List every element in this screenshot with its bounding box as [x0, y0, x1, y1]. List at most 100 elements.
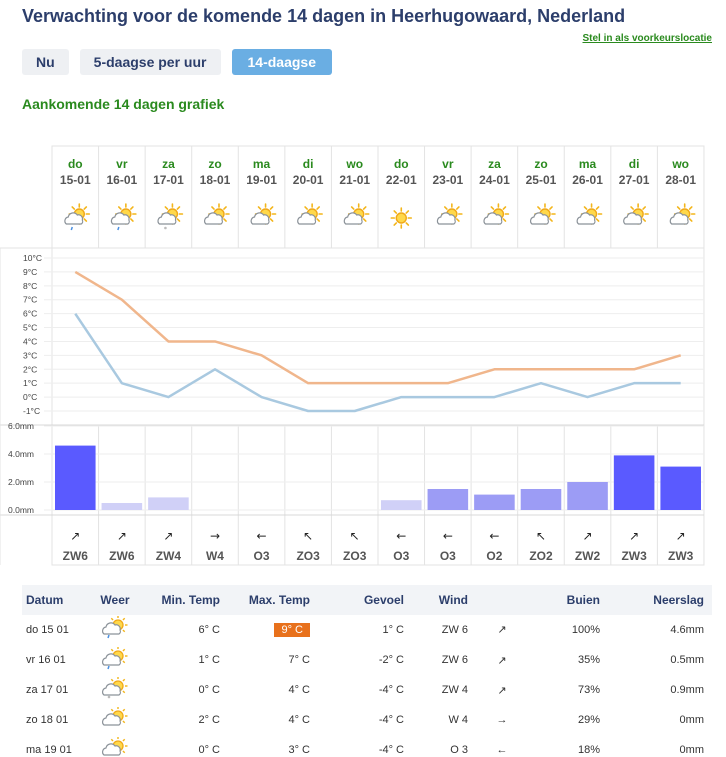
wind-arrow-icon: ↗ — [163, 529, 173, 543]
sun-cloud-icon — [204, 203, 230, 225]
temp-tick-label: 2°C — [23, 364, 37, 374]
wind-arrow-icon: ↗ — [476, 675, 528, 706]
sun-cloud-snow-icon — [157, 203, 184, 230]
forecast-table: Datum Weer Min. Temp Max. Temp Gevoel Wi… — [22, 585, 712, 757]
day-name-label: do — [68, 157, 83, 171]
wind-cell: W 4 — [412, 705, 476, 736]
precip-tick-label: 0.0mm — [8, 505, 34, 515]
col-wind-arrow — [476, 585, 528, 615]
min-temp-cell: 1° C — [144, 645, 228, 676]
date-label: 27-01 — [619, 173, 650, 187]
date-label: 25-01 — [526, 173, 557, 187]
temp-tick-label: 6°C — [23, 309, 37, 319]
sun-cloud-icon — [102, 706, 128, 726]
precipitation-cell: 0mm — [608, 735, 712, 757]
sun-cloud-rain-icon — [102, 615, 128, 639]
sun-cloud-rain-icon — [110, 203, 137, 231]
sun-cloud-icon — [343, 203, 370, 225]
set-preferred-location-link[interactable]: Stel in als voorkeurslocatie — [582, 33, 713, 44]
temp-tick-label: 5°C — [23, 323, 37, 333]
wind-direction-label: ZW6 — [63, 549, 89, 563]
date-label: 23-01 — [432, 173, 463, 187]
showers-cell: 18% — [528, 735, 608, 757]
forecast-tabs: Nu 5-daagse per uur 14-daagse — [22, 49, 343, 75]
precipitation-cell: 0.5mm — [608, 645, 712, 676]
max-temp-highlight: 9° C — [274, 622, 310, 637]
wind-arrow-icon: ↖ — [350, 529, 360, 543]
precipitation-cell: 4.6mm — [608, 615, 712, 646]
day-name-label: wo — [671, 157, 689, 171]
wind-cell: ZW 6 — [412, 645, 476, 676]
wind-direction-label: O3 — [440, 549, 456, 563]
temp-tick-label: 1°C — [23, 378, 37, 388]
wind-arrow-icon: ↖ — [536, 529, 546, 543]
col-feel: Gevoel — [318, 585, 412, 615]
precipitation-bar — [613, 455, 655, 510]
wind-cell: ZW 4 — [412, 675, 476, 706]
wind-direction-label: ZW6 — [109, 549, 135, 563]
precip-tick-label: 4.0mm — [8, 449, 34, 459]
precipitation-bar — [474, 494, 515, 510]
date-cell: zo 18 01 — [22, 705, 86, 736]
weather-icon-cell — [86, 615, 144, 646]
max-temp-line — [74, 270, 682, 385]
day-name-label: vr — [116, 157, 128, 171]
wind-cell: ZW 6 — [412, 615, 476, 646]
day-name-label: di — [303, 157, 314, 171]
precipitation-bar — [427, 489, 469, 510]
tab-now[interactable]: Nu — [22, 49, 69, 75]
precipitation-bar — [567, 482, 608, 510]
date-label: 15-01 — [60, 173, 91, 187]
sun-icon — [390, 207, 413, 229]
wind-direction-label: ZO3 — [296, 549, 320, 563]
day-name-label: wo — [345, 157, 363, 171]
wind-direction-label: O2 — [486, 549, 502, 563]
tab-14-day[interactable]: 14-daagse — [231, 49, 332, 75]
day-name-label: za — [488, 157, 501, 171]
min-temp-cell: 2° C — [144, 705, 228, 736]
day-name-label: di — [629, 157, 640, 171]
precipitation-bar — [660, 466, 701, 510]
wind-arrow-icon: → — [476, 705, 528, 736]
wind-direction-label: O3 — [393, 549, 409, 563]
wind-arrow-icon: ← — [476, 735, 528, 757]
tab-5-day-hourly[interactable]: 5-daagse per uur — [79, 49, 221, 75]
date-label: 21-01 — [339, 173, 370, 187]
wind-arrow-icon: ↗ — [583, 529, 593, 543]
feel-cell: -4° C — [318, 675, 412, 706]
page-title: Verwachting voor de komende 14 dagen in … — [22, 6, 626, 26]
sun-cloud-icon — [669, 203, 696, 225]
sun-cloud-icon — [623, 203, 649, 225]
sun-cloud-icon — [483, 203, 510, 225]
wind-arrow-icon: ↗ — [676, 529, 686, 543]
wind-direction-label: ZW3 — [621, 549, 647, 563]
sun-cloud-icon — [436, 203, 463, 225]
date-cell: do 15 01 — [22, 615, 86, 646]
date-cell: vr 16 01 — [22, 645, 86, 676]
min-temp-cell: 6° C — [144, 615, 228, 646]
showers-cell: 35% — [528, 645, 608, 676]
date-cell: ma 19 01 — [22, 735, 86, 757]
feel-cell: -4° C — [318, 705, 412, 736]
day-name-label: vr — [442, 157, 454, 171]
day-name-label: zo — [534, 157, 547, 171]
precipitation-bar — [380, 500, 422, 510]
wind-arrow-icon: ← — [489, 529, 499, 543]
wind-direction-label: ZW2 — [575, 549, 601, 563]
temp-tick-label: 8°C — [23, 281, 37, 291]
feel-cell: 1° C — [318, 615, 412, 646]
date-label: 16-01 — [107, 173, 138, 187]
date-cell: za 17 01 — [22, 675, 86, 706]
sun-cloud-snow-icon — [102, 676, 128, 698]
sun-cloud-rain-icon — [64, 203, 91, 231]
table-row: vr 16 01 1° C 7° C -2° C ZW 6 ↗ 35% 0.5mm — [22, 645, 712, 676]
sun-cloud-icon — [250, 203, 277, 225]
max-temp-cell: 4° C — [228, 675, 318, 706]
showers-cell: 73% — [528, 675, 608, 706]
date-label: 17-01 — [153, 173, 184, 187]
wind-arrow-icon: ← — [443, 529, 453, 543]
weather-icon-cell — [86, 675, 144, 706]
col-weather: Weer — [86, 585, 144, 615]
